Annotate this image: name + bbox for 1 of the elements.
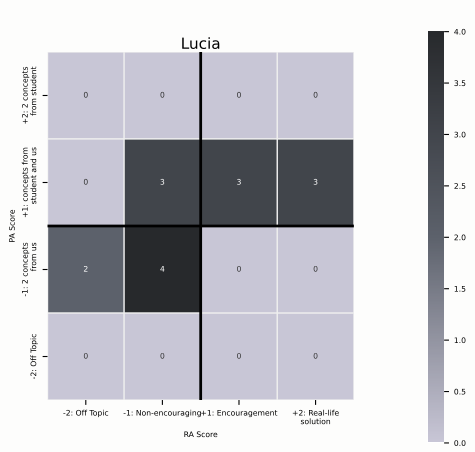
chart-title: Lucia <box>182 37 220 50</box>
